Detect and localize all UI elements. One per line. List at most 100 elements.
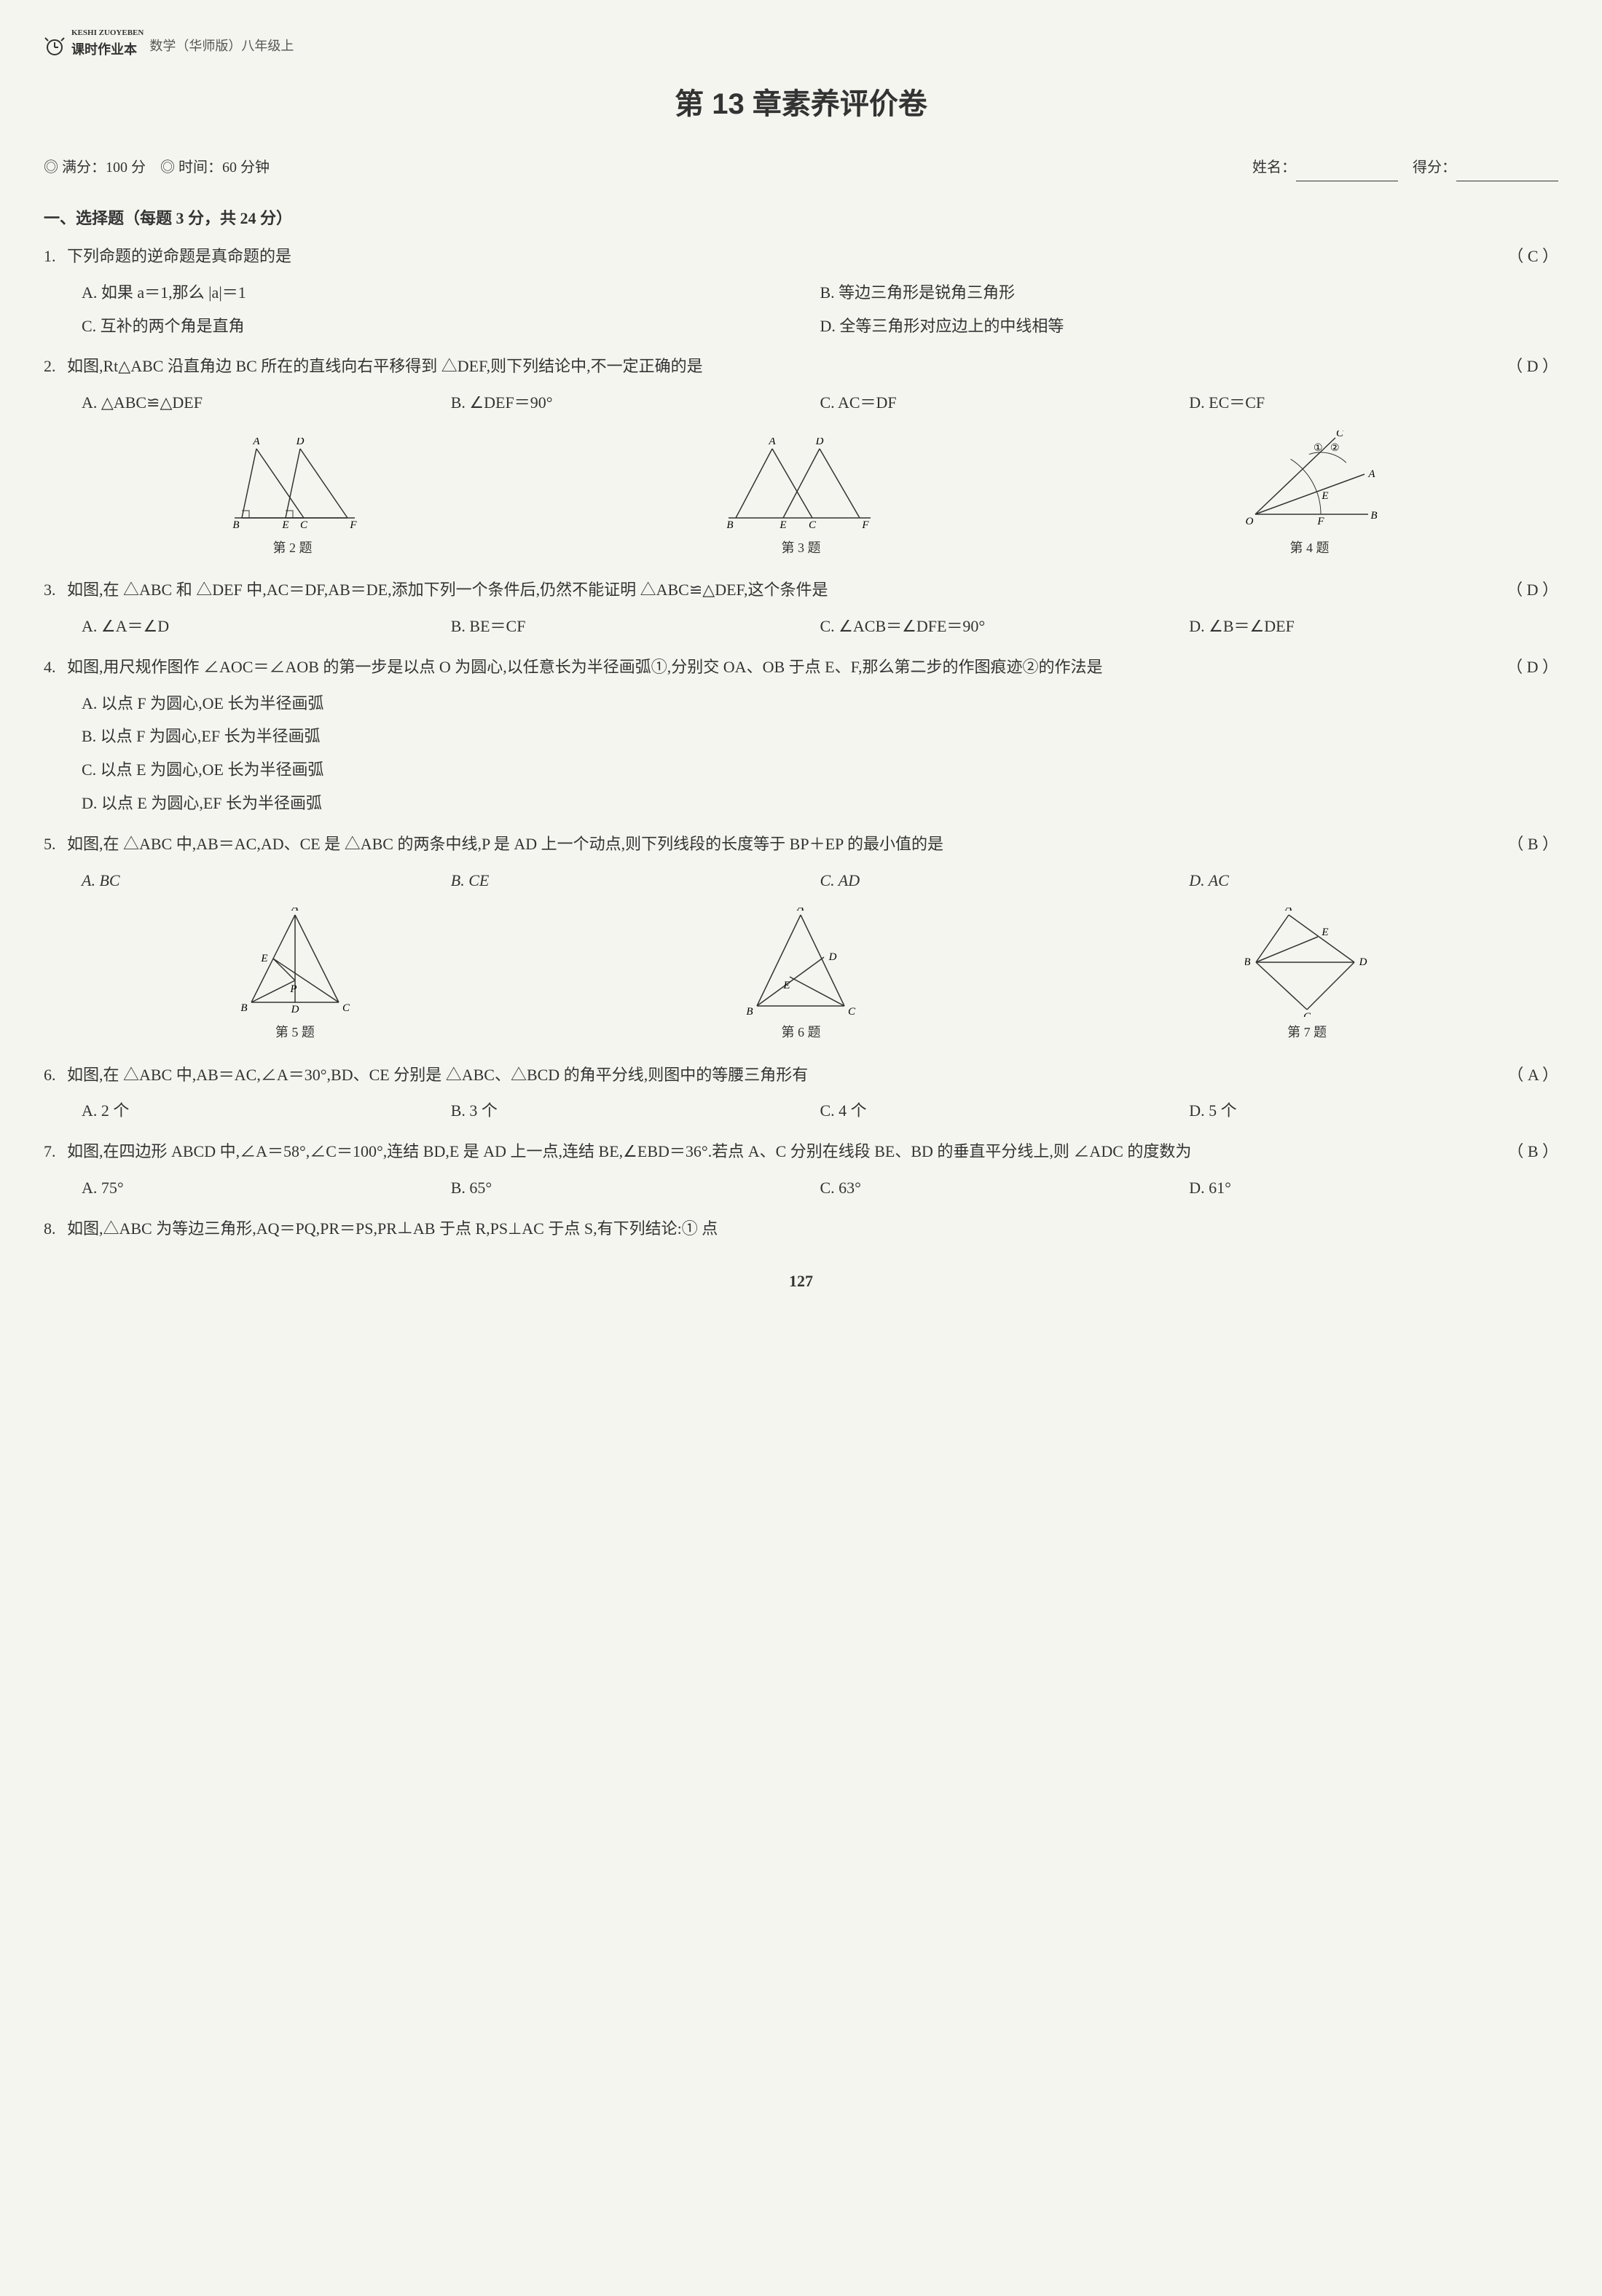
q6-num: 6.: [44, 1060, 56, 1090]
svg-text:B: B: [232, 519, 239, 531]
q1-text: 下列命题的逆命题是真命题的是: [67, 247, 291, 265]
q7-opt-b: B. 65°: [451, 1171, 820, 1205]
question-7: 7. 如图,在四边形 ABCD 中,∠A＝58°,∠C＝100°,连结 BD,E…: [44, 1136, 1558, 1205]
q1-opt-a: A. 如果 a＝1,那么 |a|＝1: [82, 276, 820, 310]
svg-text:D: D: [828, 951, 837, 963]
q1-opt-b: B. 等边三角形是锐角三角形: [820, 276, 1559, 310]
svg-text:F: F: [861, 519, 869, 531]
svg-text:D: D: [1359, 956, 1367, 968]
q2-opt-d: D. EC＝CF: [1189, 386, 1558, 420]
svg-text:E: E: [1322, 927, 1329, 938]
svg-text:F: F: [349, 519, 357, 531]
svg-text:B: B: [747, 1006, 753, 1017]
q3-num: 3.: [44, 575, 56, 605]
svg-text:C: C: [299, 519, 307, 531]
score-blank[interactable]: [1456, 164, 1558, 181]
score-label: 得分：: [1413, 160, 1456, 176]
q6-opt-a: A. 2 个: [82, 1094, 451, 1128]
svg-text:A: A: [797, 908, 805, 913]
q3-opt-b: B. BE＝CF: [451, 610, 820, 643]
figure-7: ABCDE 第 7 题: [1245, 908, 1369, 1045]
svg-text:E: E: [779, 519, 786, 531]
question-1: 1. 下列命题的逆命题是真命题的是 （ C ） A. 如果 a＝1,那么 |a|…: [44, 241, 1558, 342]
q5-opt-c: C. AD: [820, 864, 1190, 897]
q5-answer: （ B ）: [1507, 829, 1558, 860]
question-4: 4. 如图,用尺规作图作 ∠AOC＝∠AOB 的第一步是以点 O 为圆心,以任意…: [44, 652, 1558, 820]
q7-num: 7.: [44, 1136, 56, 1167]
figure-6: ABCDE 第 6 题: [735, 908, 866, 1045]
svg-text:B: B: [240, 1002, 247, 1014]
svg-text:C: C: [342, 1002, 350, 1014]
svg-text:①: ①: [1314, 443, 1323, 454]
figure-row-2: ABCDEP 第 5 题 ABCDE 第 6 题 ABCDE 第 7 题: [44, 908, 1558, 1045]
question-3: 3. 如图,在 △ABC 和 △DEF 中,AC＝DF,AB＝DE,添加下列一个…: [44, 575, 1558, 643]
clock-icon: [44, 35, 66, 57]
q2-answer: （ D ）: [1507, 351, 1558, 382]
page-number: 127: [44, 1266, 1558, 1297]
svg-text:②: ②: [1330, 443, 1340, 454]
svg-text:E: E: [260, 953, 267, 964]
meta-row: ◎ 满分：100 分 ◎ 时间：60 分钟 姓名： 得分：: [44, 154, 1558, 181]
svg-text:A: A: [252, 438, 260, 447]
q1-answer: （ C ）: [1507, 241, 1558, 272]
q2-opt-b: B. ∠DEF＝90°: [451, 386, 820, 420]
svg-text:B: B: [1245, 956, 1251, 968]
svg-text:C: C: [1335, 430, 1343, 439]
q5-opt-d: D. AC: [1189, 864, 1558, 897]
figure-4: OBACEF①② 第 4 题: [1237, 430, 1383, 560]
q4-opt-a: A. 以点 F 为圆心,OE 长为半径画弧: [82, 687, 1558, 720]
q2-opt-c: C. AC＝DF: [820, 386, 1190, 420]
figure-3: ADBECF 第 3 题: [718, 438, 885, 560]
q4-num: 4.: [44, 652, 56, 683]
svg-text:B: B: [1370, 510, 1377, 522]
svg-text:A: A: [768, 438, 776, 447]
name-blank[interactable]: [1296, 164, 1398, 181]
q4-opt-c: C. 以点 E 为圆心,OE 长为半径画弧: [82, 753, 1558, 787]
q3-opt-c: C. ∠ACB＝∠DFE＝90°: [820, 610, 1190, 643]
q8-num: 8.: [44, 1214, 56, 1244]
section-1-header: 一、选择题（每题 3 分，共 24 分）: [44, 203, 1558, 234]
svg-text:P: P: [289, 983, 297, 995]
page-title: 第 13 章素养评价卷: [44, 76, 1558, 132]
svg-text:A: A: [1285, 908, 1293, 913]
q3-opt-d: D. ∠B＝∠DEF: [1189, 610, 1558, 643]
q1-num: 1.: [44, 241, 56, 272]
svg-text:C: C: [1303, 1011, 1311, 1017]
q4-opt-b: B. 以点 F 为圆心,EF 长为半径画弧: [82, 720, 1558, 753]
name-label: 姓名：: [1252, 160, 1296, 176]
q6-opt-b: B. 3 个: [451, 1094, 820, 1128]
question-6: 6. 如图,在 △ABC 中,AB＝AC,∠A＝30°,BD、CE 分别是 △A…: [44, 1060, 1558, 1128]
q6-opt-c: C. 4 个: [820, 1094, 1190, 1128]
q3-opt-a: A. ∠A＝∠D: [82, 610, 451, 643]
svg-text:E: E: [783, 980, 790, 991]
svg-text:E: E: [1321, 490, 1328, 502]
question-8: 8. 如图,△ABC 为等边三角形,AQ＝PQ,PR＝PS,PR⊥AB 于点 R…: [44, 1214, 1558, 1244]
q3-text: 如图,在 △ABC 和 △DEF 中,AC＝DF,AB＝DE,添加下列一个条件后…: [67, 581, 828, 599]
brand-name: KESHI ZUOYEBEN 课时作业本: [71, 29, 144, 62]
q1-opt-d: D. 全等三角形对应边上的中线相等: [820, 310, 1559, 343]
q7-answer: （ B ）: [1507, 1136, 1558, 1167]
svg-text:C: C: [848, 1006, 856, 1017]
fig3-caption: 第 3 题: [718, 535, 885, 560]
q2-opt-a: A. △ABC≌△DEF: [82, 386, 451, 420]
q6-opt-d: D. 5 个: [1189, 1094, 1558, 1128]
brand-header: KESHI ZUOYEBEN 课时作业本 数学（华师版）八年级上: [44, 29, 1558, 62]
question-2: 2. 如图,Rt△ABC 沿直角边 BC 所在的直线向右平移得到 △DEF,则下…: [44, 351, 1558, 420]
q7-opt-a: A. 75°: [82, 1171, 451, 1205]
q7-text: 如图,在四边形 ABCD 中,∠A＝58°,∠C＝100°,连结 BD,E 是 …: [67, 1142, 1191, 1160]
q8-text: 如图,△ABC 为等边三角形,AQ＝PQ,PR＝PS,PR⊥AB 于点 R,PS…: [67, 1219, 718, 1238]
svg-text:O: O: [1245, 516, 1253, 527]
svg-text:B: B: [726, 519, 733, 531]
figure-row-1: ADBECF 第 2 题 ADBECF 第 3 题 OBACEF①② 第 4 题: [44, 430, 1558, 560]
q5-opt-a: A. BC: [82, 864, 451, 897]
svg-text:A: A: [1367, 468, 1375, 480]
q3-answer: （ D ）: [1507, 575, 1558, 605]
fig5-caption: 第 5 题: [233, 1020, 357, 1045]
q6-text: 如图,在 △ABC 中,AB＝AC,∠A＝30°,BD、CE 分别是 △ABC、…: [67, 1066, 808, 1084]
q5-text: 如图,在 △ABC 中,AB＝AC,AD、CE 是 △ABC 的两条中线,P 是…: [67, 835, 943, 853]
svg-text:F: F: [1316, 516, 1324, 527]
svg-text:E: E: [281, 519, 288, 531]
q7-opt-d: D. 61°: [1189, 1171, 1558, 1205]
q4-opt-d: D. 以点 E 为圆心,EF 长为半径画弧: [82, 787, 1558, 820]
brand-subtitle: 数学（华师版）八年级上: [149, 34, 294, 58]
